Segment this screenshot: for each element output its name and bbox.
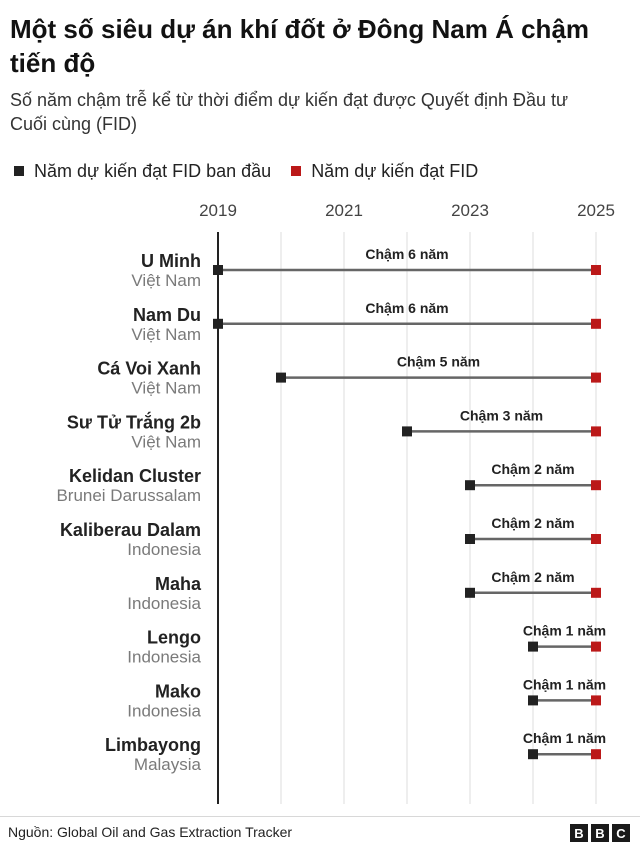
x-tick-label: 2023 bbox=[451, 201, 489, 220]
original-year-marker bbox=[528, 749, 538, 760]
project-name: Kelidan Cluster bbox=[69, 466, 201, 486]
revised-year-marker bbox=[591, 587, 601, 598]
project-country: Việt Nam bbox=[131, 432, 201, 451]
chart-subtitle: Số năm chậm trễ kể từ thời điểm dự kiến … bbox=[10, 90, 569, 134]
original-year-marker bbox=[465, 480, 475, 491]
project-name: Limbayong bbox=[105, 735, 201, 755]
x-tick-label: 2019 bbox=[199, 201, 237, 220]
delay-label: Chậm 3 năm bbox=[460, 407, 543, 423]
legend-item-original: Năm dự kiến đạt FID ban đầu bbox=[14, 161, 271, 182]
x-tick-label: 2025 bbox=[577, 201, 615, 220]
logo-block: B bbox=[591, 824, 609, 842]
revised-year-marker bbox=[591, 695, 601, 706]
delay-label: Chậm 6 năm bbox=[365, 300, 448, 316]
legend-label-original: Năm dự kiến đạt FID ban đầu bbox=[34, 160, 272, 181]
project-name: Cá Voi Xanh bbox=[97, 359, 201, 379]
project-name: Sư Tử Trắng 2b bbox=[67, 411, 201, 432]
project-country: Việt Nam bbox=[131, 379, 201, 398]
original-year-marker bbox=[213, 265, 223, 275]
project-country: Indonesia bbox=[127, 701, 201, 720]
original-year-marker bbox=[528, 695, 538, 706]
revised-year-marker bbox=[591, 534, 601, 544]
original-year-marker bbox=[465, 587, 475, 598]
bbc-logo: B B C bbox=[567, 824, 630, 842]
project-name: Kaliberau Dalam bbox=[60, 520, 201, 540]
source-note: Nguồn: Global Oil and Gas Extraction Tra… bbox=[8, 824, 293, 840]
legend-swatch-revised bbox=[291, 166, 302, 176]
revised-year-marker bbox=[591, 372, 601, 383]
legend-swatch-original bbox=[14, 166, 24, 176]
revised-year-marker bbox=[591, 749, 601, 760]
revised-year-marker bbox=[591, 265, 601, 275]
project-name: Mako bbox=[155, 681, 201, 701]
delay-label: Chậm 1 năm bbox=[523, 730, 606, 746]
original-year-marker bbox=[276, 372, 286, 383]
revised-year-marker bbox=[591, 641, 601, 652]
delay-label: Chậm 2 năm bbox=[491, 461, 574, 477]
project-name: Lengo bbox=[147, 628, 201, 648]
project-country: Indonesia bbox=[127, 540, 201, 559]
chart-title: Một số siêu dự án khí đốt ở Đông Nam Á c… bbox=[10, 14, 590, 78]
project-country: Indonesia bbox=[127, 594, 201, 613]
original-year-marker bbox=[402, 426, 412, 437]
project-country: Malaysia bbox=[134, 755, 202, 774]
project-name: Nam Du bbox=[133, 305, 201, 325]
project-country: Việt Nam bbox=[131, 325, 201, 344]
delay-label: Chậm 2 năm bbox=[491, 569, 574, 585]
original-year-marker bbox=[528, 641, 538, 652]
original-year-marker bbox=[213, 318, 223, 329]
project-name: U Minh bbox=[141, 251, 201, 271]
legend-item-revised: Năm dự kiến đạt FID bbox=[291, 161, 478, 182]
delay-label: Chậm 1 năm bbox=[523, 623, 606, 639]
original-year-marker bbox=[465, 534, 475, 544]
delay-label: Chậm 6 năm bbox=[365, 246, 448, 262]
project-name: Maha bbox=[155, 574, 202, 594]
footer: Nguồn: Global Oil and Gas Extraction Tra… bbox=[0, 816, 640, 846]
x-tick-label: 2021 bbox=[325, 201, 363, 220]
revised-year-marker bbox=[591, 426, 601, 437]
logo-block: C bbox=[612, 824, 630, 842]
revised-year-marker bbox=[591, 318, 601, 329]
project-country: Indonesia bbox=[127, 648, 201, 667]
legend: Năm dự kiến đạt FID ban đầu Năm dự kiến … bbox=[14, 160, 498, 182]
project-country: Brunei Darussalam bbox=[56, 486, 201, 505]
delay-label: Chậm 2 năm bbox=[491, 515, 574, 531]
legend-label-revised: Năm dự kiến đạt FID bbox=[311, 160, 479, 181]
delay-label: Chậm 1 năm bbox=[523, 676, 606, 692]
logo-block: B bbox=[570, 824, 588, 842]
project-country: Việt Nam bbox=[131, 271, 201, 290]
delay-label: Chậm 5 năm bbox=[397, 354, 480, 370]
revised-year-marker bbox=[591, 480, 601, 491]
